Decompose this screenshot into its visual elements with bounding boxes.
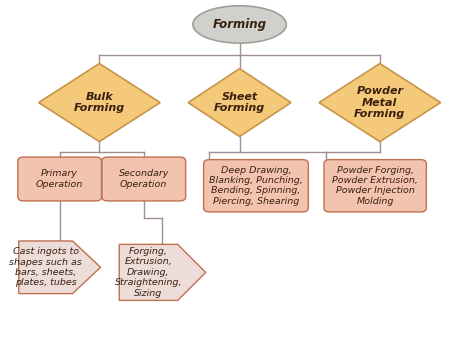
Text: Primary
Operation: Primary Operation [36, 169, 83, 189]
Polygon shape [38, 63, 160, 142]
Polygon shape [19, 241, 100, 294]
Text: Sheet
Forming: Sheet Forming [214, 92, 265, 113]
Text: Forging,
Extrusion,
Drawing,
Straightening,
Sizing: Forging, Extrusion, Drawing, Straighteni… [115, 247, 182, 298]
Text: Powder Forging,
Powder Extrusion,
Powder Injection
Molding: Powder Forging, Powder Extrusion, Powder… [332, 166, 418, 206]
Text: Bulk
Forming: Bulk Forming [74, 92, 125, 113]
Polygon shape [119, 244, 206, 300]
FancyBboxPatch shape [102, 157, 186, 201]
FancyBboxPatch shape [204, 160, 308, 212]
Text: Secondary
Operation: Secondary Operation [118, 169, 169, 189]
Text: Powder
Metal
Forming: Powder Metal Forming [354, 86, 405, 119]
Polygon shape [319, 63, 441, 142]
FancyBboxPatch shape [324, 160, 426, 212]
Ellipse shape [193, 6, 286, 43]
Polygon shape [188, 69, 291, 136]
Text: Deep Drawing,
Blanking, Punching,
Bending, Spinning,
Piercing, Shearing: Deep Drawing, Blanking, Punching, Bendin… [209, 166, 303, 206]
FancyBboxPatch shape [18, 157, 101, 201]
Text: Cast ingots to
shapes such as
bars, sheets,
plates, tubes: Cast ingots to shapes such as bars, shee… [9, 247, 82, 287]
Text: Forming: Forming [213, 18, 266, 31]
